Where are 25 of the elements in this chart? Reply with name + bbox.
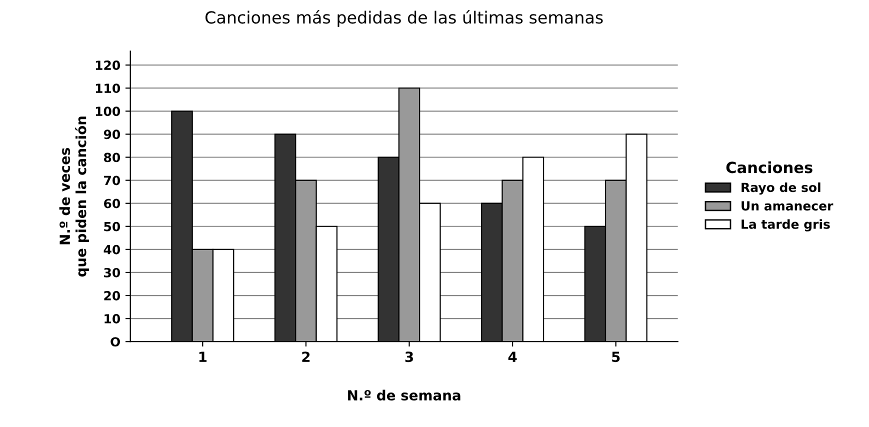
y-tick-label: 70 <box>104 176 120 186</box>
y-tick-label: 10 <box>104 314 120 324</box>
legend-label: La tarde gris <box>742 219 830 232</box>
legend-label: Un amanecer <box>742 201 834 211</box>
y-tick-label: 40 <box>104 244 120 254</box>
y-tick-label: 20 <box>104 290 120 300</box>
y-tick-label: 90 <box>104 130 120 140</box>
legend-title: Canciones <box>726 161 812 174</box>
y-tick-label: 50 <box>104 222 120 232</box>
x-tick-label: 1 <box>199 352 207 362</box>
y-tick-label: O <box>110 337 120 347</box>
chart-title: Canciones más pedidas de las últimas semanas <box>206 10 603 27</box>
x-tick-label: 3 <box>405 352 413 362</box>
x-axis-title: N.º de semana <box>348 390 460 401</box>
y-tick-label: 30 <box>104 268 120 278</box>
y-tick-label: 120 <box>96 60 120 70</box>
y-tick-label: 60 <box>104 198 120 208</box>
y-axis-title: N.º de veces que piden la canción <box>59 116 89 277</box>
y-tick-label: 100 <box>96 106 120 116</box>
x-tick-label: 2 <box>302 352 310 362</box>
y-tick-label: 110 <box>96 84 120 94</box>
y-tick-label: 80 <box>104 152 120 162</box>
x-tick-label: 5 <box>612 352 620 362</box>
legend-label: Rayo de sol <box>742 182 820 195</box>
x-tick-label: 4 <box>508 352 517 362</box>
